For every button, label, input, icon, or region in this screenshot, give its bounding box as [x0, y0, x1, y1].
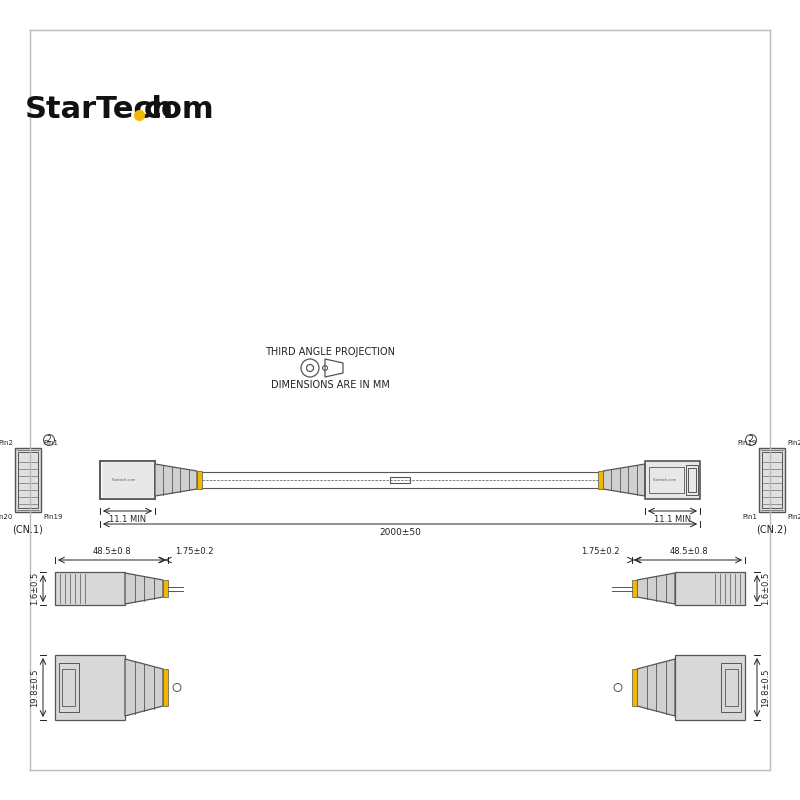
Text: Pin1: Pin1: [43, 440, 58, 446]
Bar: [102, 461, 155, 499]
Text: 1.75±0.2: 1.75±0.2: [175, 547, 214, 556]
Text: Pin20: Pin20: [0, 514, 13, 520]
Text: 2000±50: 2000±50: [379, 528, 421, 537]
Bar: [100, 461, 155, 499]
Text: 1.75±0.2: 1.75±0.2: [582, 547, 620, 556]
Bar: [163, 669, 168, 706]
Bar: [598, 471, 603, 489]
Bar: [721, 663, 741, 712]
Text: (CN.2): (CN.2): [757, 524, 787, 534]
Text: 19.8±0.5: 19.8±0.5: [761, 668, 770, 706]
Bar: [762, 452, 782, 508]
Text: Pin2: Pin2: [0, 440, 13, 446]
Bar: [686, 465, 698, 495]
Text: (CN.1): (CN.1): [13, 524, 43, 534]
Bar: [104, 468, 112, 492]
Bar: [632, 669, 637, 706]
Bar: [15, 448, 41, 512]
Polygon shape: [603, 464, 645, 496]
Text: Pin1: Pin1: [742, 514, 757, 520]
Text: 48.5±0.8: 48.5±0.8: [92, 547, 131, 556]
Text: Startech.com: Startech.com: [653, 478, 677, 482]
Text: 2: 2: [46, 435, 51, 445]
Bar: [163, 580, 168, 597]
Text: 48.5±0.8: 48.5±0.8: [669, 547, 708, 556]
Bar: [55, 655, 125, 720]
Bar: [116, 467, 151, 493]
Bar: [59, 663, 79, 712]
Text: 1.6±0.5: 1.6±0.5: [30, 572, 39, 605]
Text: com: com: [144, 95, 214, 125]
Polygon shape: [637, 573, 675, 604]
Text: 11.1 MIN: 11.1 MIN: [654, 515, 691, 524]
Text: Pin19: Pin19: [738, 440, 757, 446]
Text: Pin2: Pin2: [787, 514, 800, 520]
Bar: [675, 572, 745, 605]
Text: 1.6±0.5: 1.6±0.5: [761, 572, 770, 605]
Text: 11.1 MIN: 11.1 MIN: [109, 515, 146, 524]
Bar: [62, 669, 75, 706]
Text: THIRD ANGLE PROJECTION: THIRD ANGLE PROJECTION: [265, 347, 395, 357]
Bar: [18, 452, 38, 508]
Text: Pin19: Pin19: [43, 514, 62, 520]
Bar: [725, 669, 738, 706]
Text: DIMENSIONS ARE IN MM: DIMENSIONS ARE IN MM: [270, 380, 390, 390]
Bar: [675, 655, 745, 720]
Polygon shape: [637, 659, 675, 716]
Polygon shape: [125, 659, 163, 716]
Text: 19.8±0.5: 19.8±0.5: [30, 668, 39, 706]
Polygon shape: [155, 464, 197, 496]
Bar: [649, 467, 684, 493]
Bar: [102, 465, 114, 495]
Text: Startech.com: Startech.com: [112, 478, 136, 482]
Bar: [759, 448, 785, 512]
Bar: [688, 468, 696, 492]
Bar: [390, 477, 410, 483]
Bar: [645, 461, 700, 499]
Bar: [197, 471, 202, 489]
Polygon shape: [125, 573, 163, 604]
Bar: [100, 461, 155, 499]
Bar: [645, 461, 700, 499]
Text: StarTech: StarTech: [25, 95, 174, 125]
Text: Pin20: Pin20: [787, 440, 800, 446]
Text: 2: 2: [749, 435, 754, 445]
Bar: [55, 572, 125, 605]
Bar: [632, 580, 637, 597]
